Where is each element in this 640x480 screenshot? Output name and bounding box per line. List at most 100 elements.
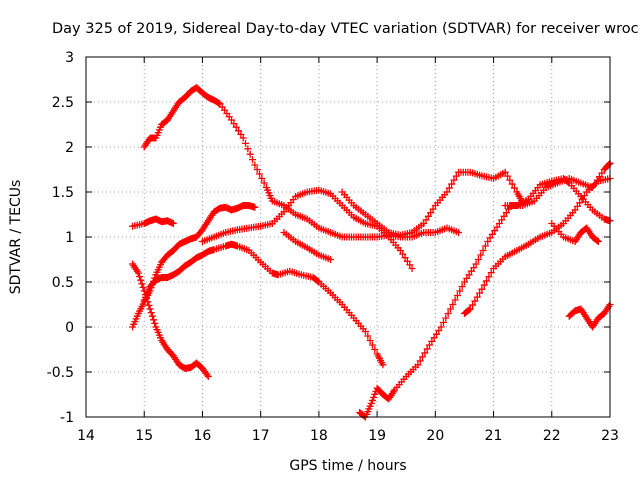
data-point-marker <box>466 305 474 313</box>
data-point-marker <box>169 220 177 227</box>
data-point-marker <box>419 353 427 361</box>
data-point-marker <box>253 166 261 173</box>
data-point-marker <box>491 227 499 235</box>
data-point-marker <box>498 216 506 224</box>
data-point-marker <box>251 161 259 169</box>
x-axis-ticks: 14 15 16 17 18 19 20 21 22 23 <box>77 57 619 444</box>
data-point-marker <box>456 287 464 295</box>
data-point-marker <box>232 123 240 131</box>
data-point-marker <box>228 116 236 124</box>
data-point-marker <box>430 334 438 342</box>
data-point-marker <box>258 175 266 182</box>
x-tick-label: 20 <box>426 428 444 444</box>
data-point-marker <box>242 139 250 147</box>
data-point-marker <box>476 289 484 297</box>
data-point-marker <box>463 274 471 282</box>
data-point-marker <box>443 188 451 196</box>
data-point-marker <box>506 176 514 184</box>
data-point-marker <box>251 203 259 211</box>
data-point-marker <box>246 150 254 158</box>
data-point-marker <box>508 180 516 188</box>
y-tick-label: 3 <box>65 50 74 66</box>
x-tick-label: 15 <box>135 428 153 444</box>
data-point-marker <box>421 349 429 357</box>
data-point-marker <box>427 209 435 217</box>
series-arc-2 <box>129 215 177 230</box>
data-point-marker <box>446 305 454 313</box>
y-tick-label: 1 <box>65 230 74 246</box>
y-tick-label: 2.5 <box>52 95 74 111</box>
data-point-marker <box>429 205 437 213</box>
data-point-marker <box>403 257 411 265</box>
data-point-marker <box>396 247 404 254</box>
y-tick-label: 2 <box>65 140 74 156</box>
data-point-marker <box>145 301 153 309</box>
data-point-marker <box>314 277 322 285</box>
series-arc-11 <box>501 175 614 225</box>
y-tick-label: 0 <box>65 320 74 336</box>
y-tick-label: 0.5 <box>52 275 74 291</box>
data-point-marker <box>480 281 488 289</box>
data-point-marker <box>244 145 252 153</box>
data-point-marker <box>215 99 223 107</box>
data-point-marker <box>455 229 463 236</box>
data-point-marker <box>493 223 501 231</box>
data-point-marker <box>235 127 243 135</box>
x-axis-label: GPS time / hours <box>289 458 406 474</box>
data-point-marker <box>504 172 512 180</box>
data-point-marker <box>420 220 428 227</box>
data-point-marker <box>249 156 257 164</box>
data-point-marker <box>451 296 459 304</box>
data-point-marker <box>487 269 495 277</box>
data-point-marker <box>580 192 588 200</box>
data-point-marker <box>474 256 482 263</box>
data-point-marker <box>500 212 508 220</box>
data-point-marker <box>239 134 247 142</box>
data-point-marker <box>470 264 478 272</box>
data-point-marker <box>576 199 584 207</box>
data-point-marker <box>449 301 457 308</box>
data-point-marker <box>435 327 443 335</box>
data-point-marker <box>485 273 493 281</box>
data-point-marker <box>502 209 510 217</box>
data-point-marker <box>596 173 604 181</box>
series-arc-6 <box>198 186 416 272</box>
data-point-marker <box>477 251 485 259</box>
data-point-marker <box>230 120 238 128</box>
data-point-marker <box>448 180 456 188</box>
data-point-marker <box>414 361 422 369</box>
data-point-marker <box>423 345 431 353</box>
data-point-marker <box>460 278 468 286</box>
data-point-marker <box>422 216 430 224</box>
x-tick-label: 17 <box>252 428 270 444</box>
data-point-marker <box>406 261 414 269</box>
data-point-marker <box>469 301 477 309</box>
data-point-marker <box>452 172 460 180</box>
data-point-marker <box>416 357 424 365</box>
data-point-marker <box>370 393 378 401</box>
data-point-marker <box>371 346 379 353</box>
data-point-marker <box>146 305 154 313</box>
data-point-marker <box>488 230 496 238</box>
data-point-marker <box>486 234 494 242</box>
x-tick-label: 23 <box>601 428 619 444</box>
data-point-marker <box>147 309 155 317</box>
data-point-marker <box>598 169 606 177</box>
data-point-marker <box>428 337 436 345</box>
x-tick-label: 16 <box>194 428 212 444</box>
data-point-marker <box>150 316 158 324</box>
y-axis-label: SDTVAR / TECUs <box>8 180 24 295</box>
data-point-marker <box>473 293 481 301</box>
y-tick-label: 1.5 <box>52 185 74 201</box>
series-arc-1 <box>140 84 463 241</box>
data-point-marker <box>327 256 335 263</box>
series-arc-8 <box>338 168 527 239</box>
data-point-marker <box>573 202 581 210</box>
data-point-marker <box>367 400 375 407</box>
data-point-marker <box>495 220 503 227</box>
data-point-marker <box>483 277 491 285</box>
data-point-marker <box>401 254 409 262</box>
series-arc-10 <box>460 175 614 317</box>
data-point-marker <box>594 238 602 245</box>
